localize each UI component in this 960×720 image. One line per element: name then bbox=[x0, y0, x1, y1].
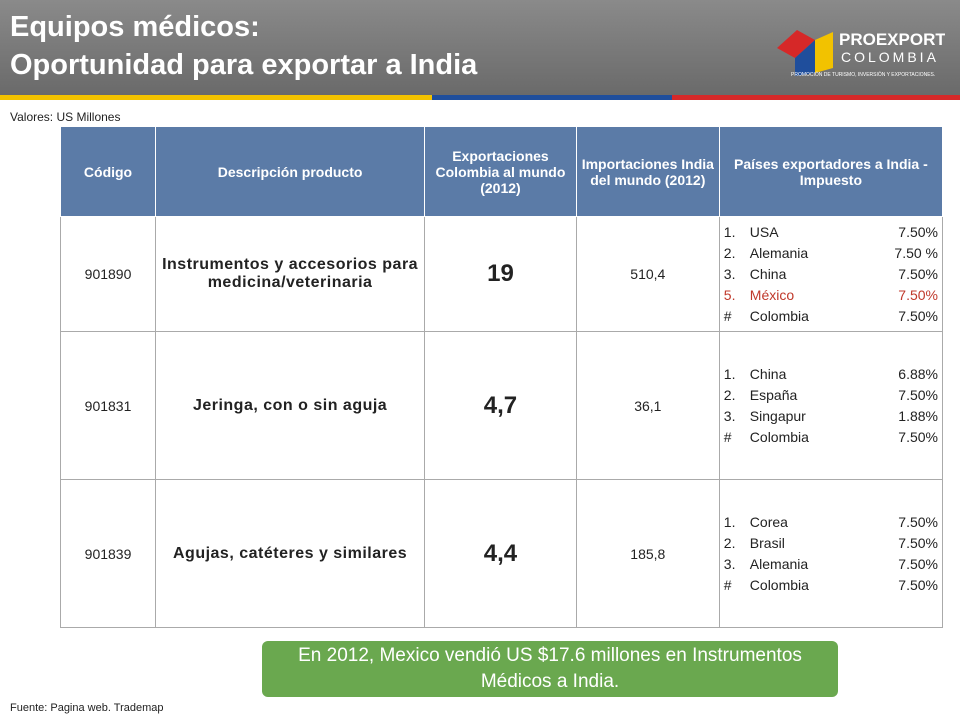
title-line: Oportunidad para exportar a India bbox=[10, 49, 478, 81]
imports-cell: 36,1 bbox=[575, 331, 720, 480]
column-header: Países exportadores a India - Impuesto bbox=[718, 126, 944, 217]
country-entry: # Colombia 7.50% bbox=[724, 306, 938, 327]
table-row: 901839 Agujas, catéteres y similares 4,4 18… bbox=[59, 479, 944, 628]
logo-shape bbox=[795, 40, 815, 76]
description-cell: Jeringa, con o sin aguja bbox=[155, 331, 426, 480]
country-rank: 2. bbox=[723, 386, 736, 403]
country-rate: 7.50% bbox=[898, 307, 938, 324]
column-header: Importaciones India del mundo (2012) bbox=[575, 126, 720, 217]
logo-shape bbox=[777, 30, 815, 58]
table-row: 901890 Instrumentos y accesorios para med… bbox=[59, 216, 944, 332]
country-rank: 1. bbox=[723, 513, 736, 530]
description-cell: Instrumentos y accesorios para medicina/… bbox=[155, 216, 426, 332]
country-name: Colombia bbox=[749, 576, 809, 593]
country-entry: 2. Alemania 7.50 % bbox=[724, 243, 938, 264]
country-name: Colombia bbox=[749, 307, 809, 324]
callout: En 2012, Mexico vendió US $17.6 millones… bbox=[262, 641, 838, 697]
country-rank: # bbox=[723, 576, 732, 593]
column-header: Código bbox=[59, 126, 157, 217]
country-entry: # Colombia 7.50% bbox=[724, 427, 938, 448]
country-rate: 7.50% bbox=[898, 286, 938, 303]
countries-cell: 1. Corea 7.50% 2. Brasil 7.50% 3. Alemania 7.50%… bbox=[718, 479, 944, 628]
table-body: 901890 Instrumentos y accesorios para med… bbox=[59, 216, 944, 628]
exports-cell: 4,4 bbox=[424, 479, 577, 628]
country-entry: 1. Corea 7.50% bbox=[724, 512, 938, 533]
exports-cell: 4,7 bbox=[424, 331, 577, 480]
country-name: México bbox=[749, 286, 795, 303]
country-name: Alemania bbox=[749, 555, 809, 572]
header-row: Código Descripción producto Exportaciones … bbox=[59, 126, 944, 217]
logo-name: PROEXPORT bbox=[839, 30, 945, 49]
country-name: China bbox=[749, 265, 787, 282]
country-rank: 2. bbox=[723, 534, 736, 551]
code-cell: 901890 bbox=[59, 216, 157, 332]
country-rate: 7.50% bbox=[898, 534, 938, 551]
country-rate: 7.50% bbox=[898, 513, 938, 530]
imports-cell: 185,8 bbox=[575, 479, 720, 628]
exports-cell: 19 bbox=[424, 216, 577, 332]
country-rank: 1. bbox=[723, 365, 736, 382]
code-cell: 901839 bbox=[59, 479, 157, 628]
country-entry: 1. China 6.88% bbox=[724, 364, 938, 385]
title-line: Equipos médicos: bbox=[10, 11, 260, 43]
country-name: España bbox=[749, 386, 798, 403]
country-rate: 6.88% bbox=[898, 365, 938, 382]
logo-shape bbox=[815, 32, 833, 73]
logo-tagline: PROMOCIÓN DE TURISMO, INVERSIÓN Y EXPORT… bbox=[791, 71, 935, 78]
country-rate: 7.50% bbox=[898, 576, 938, 593]
country-entry: # Colombia 7.50% bbox=[724, 575, 938, 596]
country-rank: 5. bbox=[723, 286, 736, 303]
country-rate: 7.50% bbox=[898, 265, 938, 282]
country-name: China bbox=[749, 365, 787, 382]
country-rank: 3. bbox=[723, 555, 736, 572]
countries-cell: 1. USA 7.50% 2. Alemania 7.50 % 3. China 7.50% 5.… bbox=[718, 216, 944, 332]
title: Equipos médicos: Oportunidad para export… bbox=[10, 8, 477, 84]
description-cell: Agujas, catéteres y similares bbox=[155, 479, 426, 628]
logo-country: COLOMBIA bbox=[841, 49, 939, 65]
country-rank: # bbox=[723, 428, 732, 445]
country-entry: 3. Singapur 1.88% bbox=[724, 406, 938, 427]
country-rank: 1. bbox=[723, 223, 736, 240]
country-name: Alemania bbox=[749, 244, 809, 261]
code-cell: 901831 bbox=[59, 331, 157, 480]
country-entry: 2. España 7.50% bbox=[724, 385, 938, 406]
table: Código Descripción producto Exportaciones … bbox=[59, 126, 944, 628]
countries-cell: 1. China 6.88% 2. España 7.50% 3. Singapur 1.88%… bbox=[718, 331, 944, 480]
country-rate: 7.50% bbox=[898, 223, 938, 240]
country-rank: # bbox=[723, 307, 732, 324]
country-entry: 1. USA 7.50% bbox=[724, 222, 938, 243]
country-entry: 3. Alemania 7.50% bbox=[724, 554, 938, 575]
country-name: Colombia bbox=[749, 428, 809, 445]
table-row: 901831 Jeringa, con o sin aguja 4,7 36,1 1. C… bbox=[59, 331, 944, 480]
column-header: Descripción producto bbox=[155, 126, 426, 217]
country-name: USA bbox=[749, 223, 779, 240]
country-name: Singapur bbox=[749, 407, 806, 424]
imports-cell: 510,4 bbox=[575, 216, 720, 332]
country-entry: 3. China 7.50% bbox=[724, 264, 938, 285]
country-rank: 3. bbox=[723, 407, 736, 424]
country-entry: 2. Brasil 7.50% bbox=[724, 533, 938, 554]
country-rate: 7.50% bbox=[898, 555, 938, 572]
country-name: Brasil bbox=[749, 534, 785, 551]
country-rate: 7.50% bbox=[898, 386, 938, 403]
country-name: Corea bbox=[749, 513, 788, 530]
country-rate: 7.50% bbox=[898, 428, 938, 445]
source: Fuente: Pagina web. Trademap bbox=[10, 702, 164, 714]
country-rank: 3. bbox=[723, 265, 736, 282]
note: Valores: US Millones bbox=[10, 110, 121, 124]
country-rate: 7.50 % bbox=[894, 244, 938, 261]
country-rate: 1.88% bbox=[898, 407, 938, 424]
color-stripe bbox=[0, 95, 960, 100]
country-rank: 2. bbox=[723, 244, 736, 261]
column-header: Exportaciones Colombia al mundo (2012) bbox=[424, 126, 577, 217]
logo: PROEXPORT COLOMBIA PROMOCIÓN DE TURISMO,… bbox=[777, 30, 945, 78]
country-entry: 5. México 7.50% bbox=[724, 285, 938, 306]
